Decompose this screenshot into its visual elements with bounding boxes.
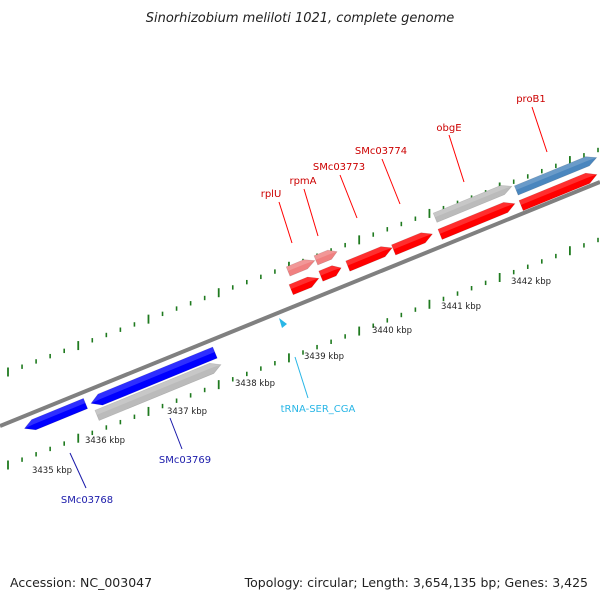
gene-arrow-rpmA-light bbox=[313, 249, 338, 266]
gene-arrow-obgE-grey bbox=[432, 185, 513, 223]
map-title: Sinorhizobium meliloti 1021, complete ge… bbox=[146, 11, 455, 26]
leader-proB1 bbox=[531, 106, 548, 153]
gene-arrow-obgE bbox=[437, 202, 516, 240]
gene-label[interactable]: SMc03774 bbox=[355, 146, 407, 157]
scale-label: 3441 kbp bbox=[441, 302, 481, 312]
scale-labels: 3435 kbp 3436 kbp 3437 kbp 3438 kbp 3439 kbp… bbox=[32, 277, 551, 476]
leader-SMc03769 bbox=[169, 417, 183, 450]
gene-label[interactable]: obgE bbox=[436, 123, 461, 134]
gene-arrow-SMc03774 bbox=[391, 232, 434, 256]
gene-arrow-SMc03769-grey bbox=[94, 362, 222, 421]
gene-arrow-SMc03773 bbox=[345, 246, 393, 272]
accession-label: Accession: NC_003047 bbox=[10, 575, 153, 590]
trna-marker bbox=[279, 318, 287, 328]
gene-arrow-rplU bbox=[288, 276, 320, 296]
scale-label: 3440 kbp bbox=[372, 326, 412, 336]
gene-label[interactable]: proB1 bbox=[516, 94, 546, 105]
leader-rpmA bbox=[303, 188, 319, 237]
topology-label: Topology: circular; Length: 3,654,135 bp… bbox=[244, 575, 588, 590]
scale-label: 3437 kbp bbox=[167, 407, 207, 417]
leader-SMc03774 bbox=[381, 158, 401, 205]
gene-labels: rplU rpmA SMc03773 SMc03774 obgE proB1 SMc0376… bbox=[61, 94, 546, 506]
gene-label[interactable]: rpmA bbox=[289, 176, 316, 187]
gene-arrow-rplU-light bbox=[285, 259, 316, 277]
leader-obgE bbox=[448, 134, 465, 183]
scale-label: 3439 kbp bbox=[304, 352, 344, 362]
gene-label[interactable]: tRNA-SER_CGA bbox=[281, 404, 356, 415]
leader-SMc03768 bbox=[69, 452, 87, 489]
label-leader-lines bbox=[69, 106, 548, 489]
leader-rplU bbox=[278, 201, 293, 244]
gene-arrow-proB1-blue bbox=[513, 156, 598, 196]
genome-backbone bbox=[0, 180, 600, 428]
gene-arrow-SMc03769 bbox=[90, 346, 218, 406]
leader-SMc03773 bbox=[339, 174, 358, 219]
scale-label: 3436 kbp bbox=[85, 436, 125, 446]
gene-label[interactable]: SMc03768 bbox=[61, 495, 113, 506]
gene-arrow-SMc03768 bbox=[23, 397, 89, 431]
scale-label: 3442 kbp bbox=[511, 277, 551, 287]
scale-label: 3438 kbp bbox=[235, 379, 275, 389]
gene-arrow-proB1 bbox=[518, 172, 598, 212]
gene-label[interactable]: rplU bbox=[261, 189, 282, 200]
gene-arrow-rpmA bbox=[318, 265, 342, 282]
gene-label[interactable]: SMc03773 bbox=[313, 162, 365, 173]
scale-label: 3435 kbp bbox=[32, 466, 72, 476]
gene-label[interactable]: SMc03769 bbox=[159, 455, 211, 466]
inner-scale-ticks bbox=[7, 237, 599, 470]
leader-tRNA bbox=[294, 356, 309, 399]
gene-features bbox=[23, 156, 598, 431]
